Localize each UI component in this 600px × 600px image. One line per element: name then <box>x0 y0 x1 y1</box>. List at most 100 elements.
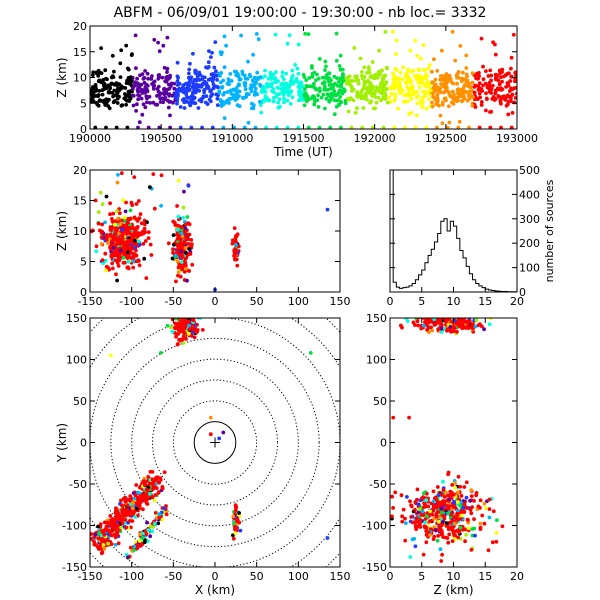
x-z-source <box>137 263 142 268</box>
plan-view-source <box>154 476 158 480</box>
time-height-ground-source <box>477 125 482 129</box>
time-height-ground-source <box>445 125 450 129</box>
time-height-source <box>188 61 192 66</box>
x-z-source <box>99 242 104 246</box>
x-z-source <box>181 205 186 210</box>
x-z-source <box>182 189 186 194</box>
z-y-source <box>439 312 443 316</box>
time-height-ground-source <box>178 125 183 129</box>
time-height-source <box>440 121 445 126</box>
z-y-source <box>422 501 427 506</box>
altitude_histogram-y-tick-label: 500 <box>519 164 540 177</box>
time-height-source <box>118 75 123 79</box>
time-height-source <box>296 71 301 76</box>
time-height-source <box>494 75 498 80</box>
time-height-source <box>389 86 394 91</box>
time-height-source <box>415 101 420 106</box>
time-height-source <box>360 70 364 74</box>
z-y-source <box>424 540 429 545</box>
time-height-source <box>145 71 150 76</box>
z-y-source <box>400 514 404 519</box>
histogram-bar <box>400 288 403 292</box>
plan-view-source <box>102 532 107 537</box>
time-height-source <box>418 56 423 61</box>
time-height-source <box>164 88 169 92</box>
range-ring <box>110 337 320 548</box>
z-y-source <box>463 314 467 318</box>
z-y-source <box>416 323 421 328</box>
time-height-ground-source <box>360 125 365 129</box>
z-y-source <box>465 325 470 330</box>
time-height-source <box>380 88 385 93</box>
plan-view-source <box>133 515 138 519</box>
x-z-source <box>182 229 187 234</box>
altitude_histogram-y-tick-label: 100 <box>519 262 540 275</box>
time-height-source <box>354 78 359 83</box>
time-height-source <box>509 55 514 60</box>
plan-view-source <box>119 498 123 503</box>
plan_view-y-tick-label: 150 <box>66 312 87 325</box>
x-z-source <box>117 211 122 216</box>
time-height-source <box>383 73 388 78</box>
plan-view-source <box>183 311 187 315</box>
plan-view-source <box>136 490 140 495</box>
time-height-source <box>307 76 312 80</box>
x-z-source <box>136 239 141 244</box>
time-height-ground-source <box>456 125 461 129</box>
time-height-source <box>477 91 482 96</box>
z-y-source <box>452 500 456 505</box>
x-z-source <box>117 258 122 262</box>
plan-view-source <box>115 533 120 537</box>
time-height-source <box>350 78 355 83</box>
x-z-source <box>104 268 108 273</box>
x-z-source <box>143 239 148 243</box>
time-height-source <box>423 91 428 96</box>
z-y-source <box>460 326 465 331</box>
altitude_histogram-x-tick-label: 0 <box>387 295 394 308</box>
time-height-source <box>450 29 455 34</box>
time-height-source <box>393 95 398 100</box>
x-z-source <box>175 233 180 237</box>
time-height-source <box>175 89 179 93</box>
time-height-source <box>337 103 342 107</box>
z-y-source <box>438 320 443 325</box>
x-z-source <box>121 255 126 260</box>
plan_view-panel: -150 -100 -50 0 50 100 150 -150 -100 -50 0 50 100 150… <box>55 311 351 597</box>
time-height-source <box>251 103 256 107</box>
time-height-ground-source <box>146 125 151 129</box>
time-height-source <box>222 65 227 70</box>
time-height-source <box>278 104 282 109</box>
plan-view-source <box>124 525 129 530</box>
time-height-source <box>135 76 140 81</box>
z-y-source <box>399 323 403 328</box>
z-y-source <box>421 323 426 328</box>
time-height-source <box>498 71 502 75</box>
time-height-source <box>156 89 161 94</box>
time-height-source <box>408 94 413 99</box>
time-height-source <box>279 87 283 91</box>
z-y-source <box>469 488 474 493</box>
z-y-source <box>403 521 408 525</box>
z-y-source <box>460 312 464 316</box>
z_y-y-tick-label: 50 <box>373 395 387 408</box>
plan_view-x-axis-title: X (km) <box>195 583 235 597</box>
x-z-source <box>115 180 120 185</box>
time-height-source <box>120 103 125 108</box>
time-height-source <box>340 91 345 96</box>
z-y-source <box>446 470 451 475</box>
x_z-plot-area <box>90 171 330 292</box>
time-height-source <box>267 98 272 103</box>
time-height-source <box>513 79 517 84</box>
time-height-source <box>258 82 262 87</box>
plan-view-source <box>128 497 133 502</box>
time-height-source <box>433 77 438 82</box>
z-y-source <box>435 318 440 321</box>
time-height-source <box>127 99 132 103</box>
plan-view-source <box>200 328 205 332</box>
x-z-source <box>103 258 108 263</box>
time-height-source <box>204 85 209 90</box>
z-y-source <box>411 320 416 325</box>
time-height-source <box>254 32 259 36</box>
time-height-source <box>367 70 372 75</box>
x-z-source <box>184 266 188 271</box>
